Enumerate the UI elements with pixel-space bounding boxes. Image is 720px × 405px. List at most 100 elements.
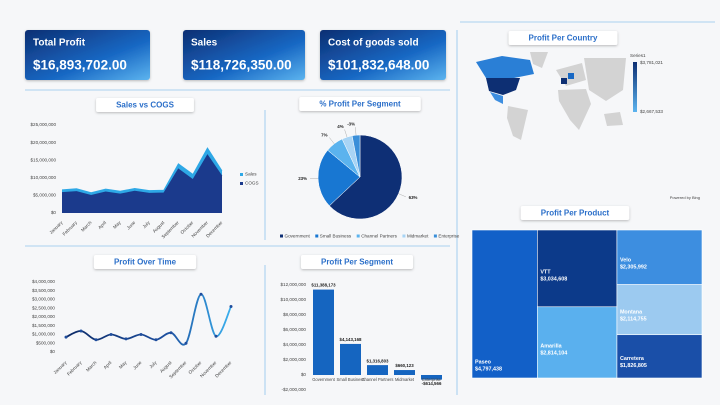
- chart-title: Sales vs COGS: [116, 101, 174, 110]
- tile-label: Montana: [620, 310, 643, 316]
- data-label: -3%: [347, 121, 355, 126]
- separators: [25, 21, 715, 395]
- y-tick-label: $10,000,000: [30, 175, 56, 180]
- tile-label: Velo: [620, 257, 632, 263]
- x-tick-label: May: [112, 220, 122, 230]
- title-box: [520, 206, 630, 220]
- legend-swatch: [433, 234, 437, 238]
- title-pill: Sales vs COGS: [96, 98, 194, 112]
- title-box: [300, 255, 414, 269]
- treemap-tile: [471, 229, 538, 379]
- leader-line: [398, 193, 406, 198]
- land: [604, 112, 623, 126]
- data-label: $1,316,803: [367, 358, 390, 363]
- point: [64, 335, 68, 339]
- country-germany: [568, 73, 574, 79]
- title-box: [93, 255, 197, 269]
- country-usa: [486, 78, 520, 95]
- legend-title: Series1: [630, 53, 646, 58]
- point: [94, 338, 98, 342]
- y-tick-label: $3,000,000: [32, 297, 55, 302]
- title-pill: Profit Per Product: [520, 206, 630, 220]
- kpi-card: [25, 30, 150, 80]
- chart-title: Profit Per Country: [529, 34, 598, 43]
- title-pill: Profit Per Segment: [300, 255, 414, 269]
- tile-value: $3,034,608: [540, 277, 567, 283]
- x-tick-label: August: [159, 360, 173, 374]
- y-tick-label: $3,500,000: [32, 288, 55, 293]
- land: [530, 52, 548, 68]
- colorbar-label: $3,781,021: [640, 60, 663, 65]
- leader-line: [329, 137, 335, 144]
- y-tick-label: $0: [51, 210, 57, 215]
- x-tick-label: March: [80, 220, 93, 233]
- legend-swatch: [240, 182, 243, 185]
- x-tick-label: April: [97, 220, 107, 230]
- attribution: Powered by Bing: [670, 195, 700, 200]
- data-label: $4,143,168: [340, 337, 363, 342]
- chart-title: % Profit Per Segment: [319, 100, 401, 109]
- x-tick-label: July: [142, 220, 152, 230]
- point: [79, 329, 83, 333]
- country-mexico: [490, 92, 503, 104]
- tile-value: $4,797,438: [475, 366, 502, 372]
- bar: [421, 375, 442, 380]
- title-box: [96, 98, 194, 112]
- data-label: 4%: [337, 124, 343, 129]
- y-tick-label: $5,000,000: [33, 193, 56, 198]
- data-label: 23%: [298, 176, 307, 181]
- data-label: -$614,566: [422, 381, 442, 386]
- bar: [313, 289, 334, 375]
- point: [124, 337, 128, 341]
- kpi-value: $101,832,648.00: [328, 58, 429, 73]
- x-tick-label: April: [103, 360, 113, 370]
- tile-value: $1,826,805: [620, 363, 647, 369]
- y-tick-label: $12,000,000: [280, 282, 306, 287]
- tile-label: Paseo: [475, 359, 492, 365]
- country-canada: [476, 56, 534, 78]
- world-map: [476, 52, 626, 140]
- treemap-tile: [537, 229, 618, 308]
- x-tick-label: March: [85, 360, 98, 373]
- title-pill: Profit Per Country: [508, 31, 618, 45]
- data-label: 63%: [409, 195, 418, 200]
- x-tick-label: June: [132, 360, 143, 371]
- x-tick-label: Midmarket: [395, 377, 415, 382]
- y-tick-label: $4,000,000: [283, 342, 306, 347]
- treemap-tile: [616, 229, 703, 285]
- x-tick-label: Small Business: [337, 377, 365, 382]
- land: [584, 58, 626, 101]
- legend-label: Sales: [245, 172, 257, 177]
- legend-swatch: [280, 234, 283, 238]
- y-tick-label: $0: [50, 349, 56, 354]
- point: [214, 334, 218, 338]
- legend-label: Small Business: [320, 233, 352, 238]
- point: [154, 338, 158, 342]
- legend-label: Enterprise: [438, 233, 459, 238]
- kpi-label: Total Profit: [33, 38, 86, 49]
- treemap-tile: [616, 334, 703, 379]
- tile-label: Amarilla: [540, 343, 562, 349]
- x-tick-label: February: [62, 220, 79, 237]
- area-fill: [62, 154, 222, 213]
- x-tick-label: Channel Partners: [362, 377, 394, 382]
- treemap-tile: [616, 284, 703, 336]
- y-tick-label: $4,000,000: [32, 279, 55, 284]
- data-label: $660,123: [395, 363, 414, 368]
- y-tick-label: $15,000,000: [30, 157, 56, 162]
- legend-label: Midmarket: [407, 233, 429, 238]
- title-box: [299, 97, 421, 111]
- legend-label: Government: [285, 233, 311, 238]
- kpi-value: $16,893,702.00: [33, 58, 127, 73]
- y-tick-label: $0: [301, 372, 307, 377]
- line: [65, 293, 232, 346]
- y-tick-label: $2,500,000: [32, 305, 55, 310]
- x-tick-label: December: [214, 360, 233, 379]
- title-pill: Profit Over Time: [93, 255, 197, 269]
- y-tick-label: $1,000,000: [32, 332, 55, 337]
- leader-line: [355, 127, 357, 136]
- x-tick-label: Enterprise: [422, 377, 441, 382]
- y-tick-label: $2,000,000: [32, 314, 55, 319]
- colorbar-label: $2,667,533: [640, 109, 663, 114]
